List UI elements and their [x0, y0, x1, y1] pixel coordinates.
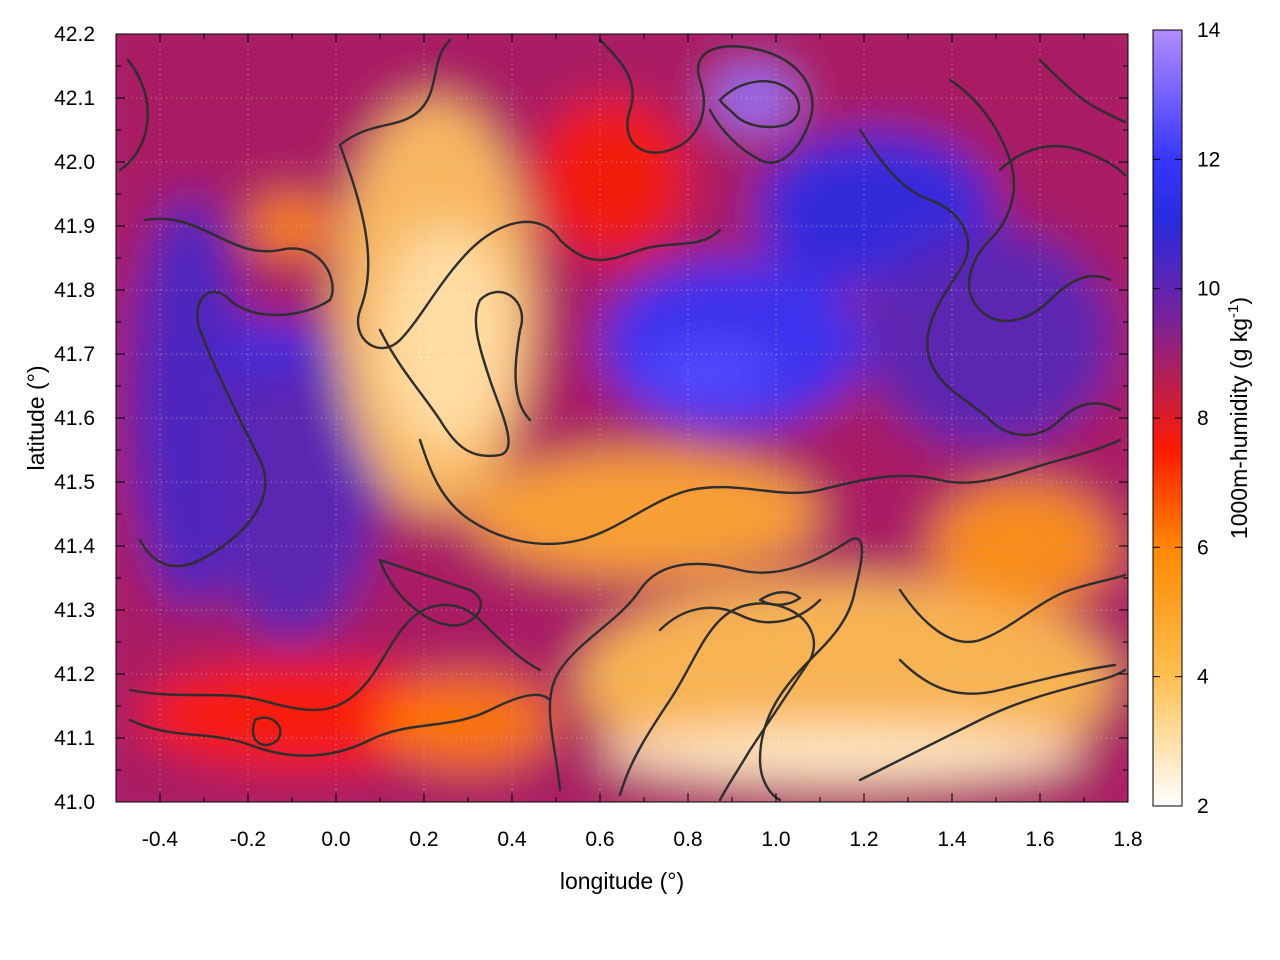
- colorbar-ticks: [1153, 29, 1182, 807]
- contour-line: [658, 591, 822, 632]
- contour-line: [948, 78, 1112, 323]
- humidity-region-east-moist: [864, 226, 1115, 450]
- y-tick-label: 42.1: [54, 87, 95, 110]
- humidity-region-central-moist-core: [644, 341, 776, 406]
- contour-line: [251, 716, 282, 747]
- y-tick-label: 42.0: [54, 151, 95, 174]
- x-tick-label: 1.8: [1113, 828, 1142, 851]
- x-axis-title: longitude (°): [560, 868, 684, 894]
- colorbar-tick-label: 6: [1197, 536, 1209, 559]
- contour-line: [378, 290, 532, 458]
- contour-line: [858, 668, 1127, 782]
- contour-line: [998, 58, 1127, 177]
- humidity-region-coastal-very-dry: [600, 725, 1084, 783]
- colorbar-title: 1000m-humidity (g kg-1): [1225, 297, 1252, 539]
- colorbar-tick-label: 2: [1197, 795, 1209, 818]
- y-tick-label: 41.7: [54, 343, 95, 366]
- colorbar-title-text: 1000m-humidity (g kg: [1226, 318, 1252, 539]
- contour-line: [618, 602, 816, 802]
- y-tick-label: 41.0: [54, 791, 95, 814]
- humidity-region-west-moist-pocket: [226, 322, 314, 367]
- contour-line: [118, 58, 334, 568]
- x-tick-label: 1.0: [761, 828, 790, 851]
- y-tick-label: 41.3: [54, 599, 95, 622]
- humidity-region-southeast-moderate: [930, 482, 1115, 610]
- x-axis-tick-labels: -0.4 -0.2 0.0 0.2 0.4 0.6 0.8 1.0 1.2 1.4 1.6 1.8: [142, 828, 1143, 851]
- y-tick-label: 41.2: [54, 663, 95, 686]
- humidity-region-southwest-red-band: [138, 661, 468, 770]
- x-tick-label: 0.0: [321, 828, 350, 851]
- grid: [116, 34, 1128, 802]
- colorbar-tick-label: 8: [1197, 407, 1209, 430]
- colorbar: 2 4 6 8 10 12 14: [1152, 19, 1221, 818]
- y-tick-label: 41.6: [54, 407, 95, 430]
- colorbar-tick-label: 14: [1197, 19, 1221, 42]
- humidity-region-north-red-band: [534, 98, 688, 258]
- contour-line: [128, 603, 552, 757]
- x-tick-label: -0.2: [230, 828, 266, 851]
- colorbar-title-close: ): [1226, 297, 1252, 305]
- x-tick-label: 1.6: [1025, 828, 1054, 851]
- colorbar-tick-label: 10: [1197, 278, 1220, 301]
- y-axis-tick-labels: 41.0 41.1 41.2 41.3 41.4 41.5 41.6 41.7 41.8 41.9…: [54, 23, 95, 814]
- x-tick-label: -0.4: [142, 828, 179, 851]
- y-tick-label: 41.8: [54, 279, 95, 302]
- humidity-region-south-orange-band: [380, 674, 556, 770]
- y-axis-title: latitude (°): [23, 365, 49, 470]
- terrain-contours: [118, 38, 1127, 802]
- y-tick-label: 42.2: [54, 23, 95, 46]
- colorbar-title-exponent: -1: [1225, 305, 1242, 318]
- colorbar-tick-label: 4: [1197, 666, 1209, 689]
- contour-line: [898, 573, 1127, 695]
- x-tick-label: 1.2: [849, 828, 878, 851]
- x-tick-label: 0.2: [409, 828, 438, 851]
- contour-line: [548, 537, 864, 802]
- humidity-region-ebro-dry-band: [468, 450, 820, 578]
- x-tick-label: 0.4: [497, 828, 527, 851]
- x-tick-label: 1.4: [937, 828, 967, 851]
- y-tick-label: 41.5: [54, 471, 95, 494]
- y-tick-label: 41.1: [54, 727, 95, 750]
- contour-line: [718, 80, 801, 129]
- colorbar-tick-label: 12: [1197, 148, 1220, 171]
- x-tick-label: 0.8: [673, 828, 702, 851]
- contour-line: [858, 128, 1122, 437]
- colorbar-tick-labels: 2 4 6 8 10 12 14: [1197, 19, 1221, 818]
- contour-line: [418, 438, 1122, 546]
- x-tick-label: 0.6: [585, 828, 614, 851]
- y-tick-label: 41.4: [54, 535, 95, 558]
- contour-line: [598, 38, 814, 164]
- humidity-region-dry-tongue-core: [380, 226, 512, 450]
- contour-line: [378, 558, 482, 627]
- y-tick-label: 41.9: [54, 215, 95, 238]
- axis-ticks: [115, 33, 1129, 803]
- contour-line: [338, 38, 722, 350]
